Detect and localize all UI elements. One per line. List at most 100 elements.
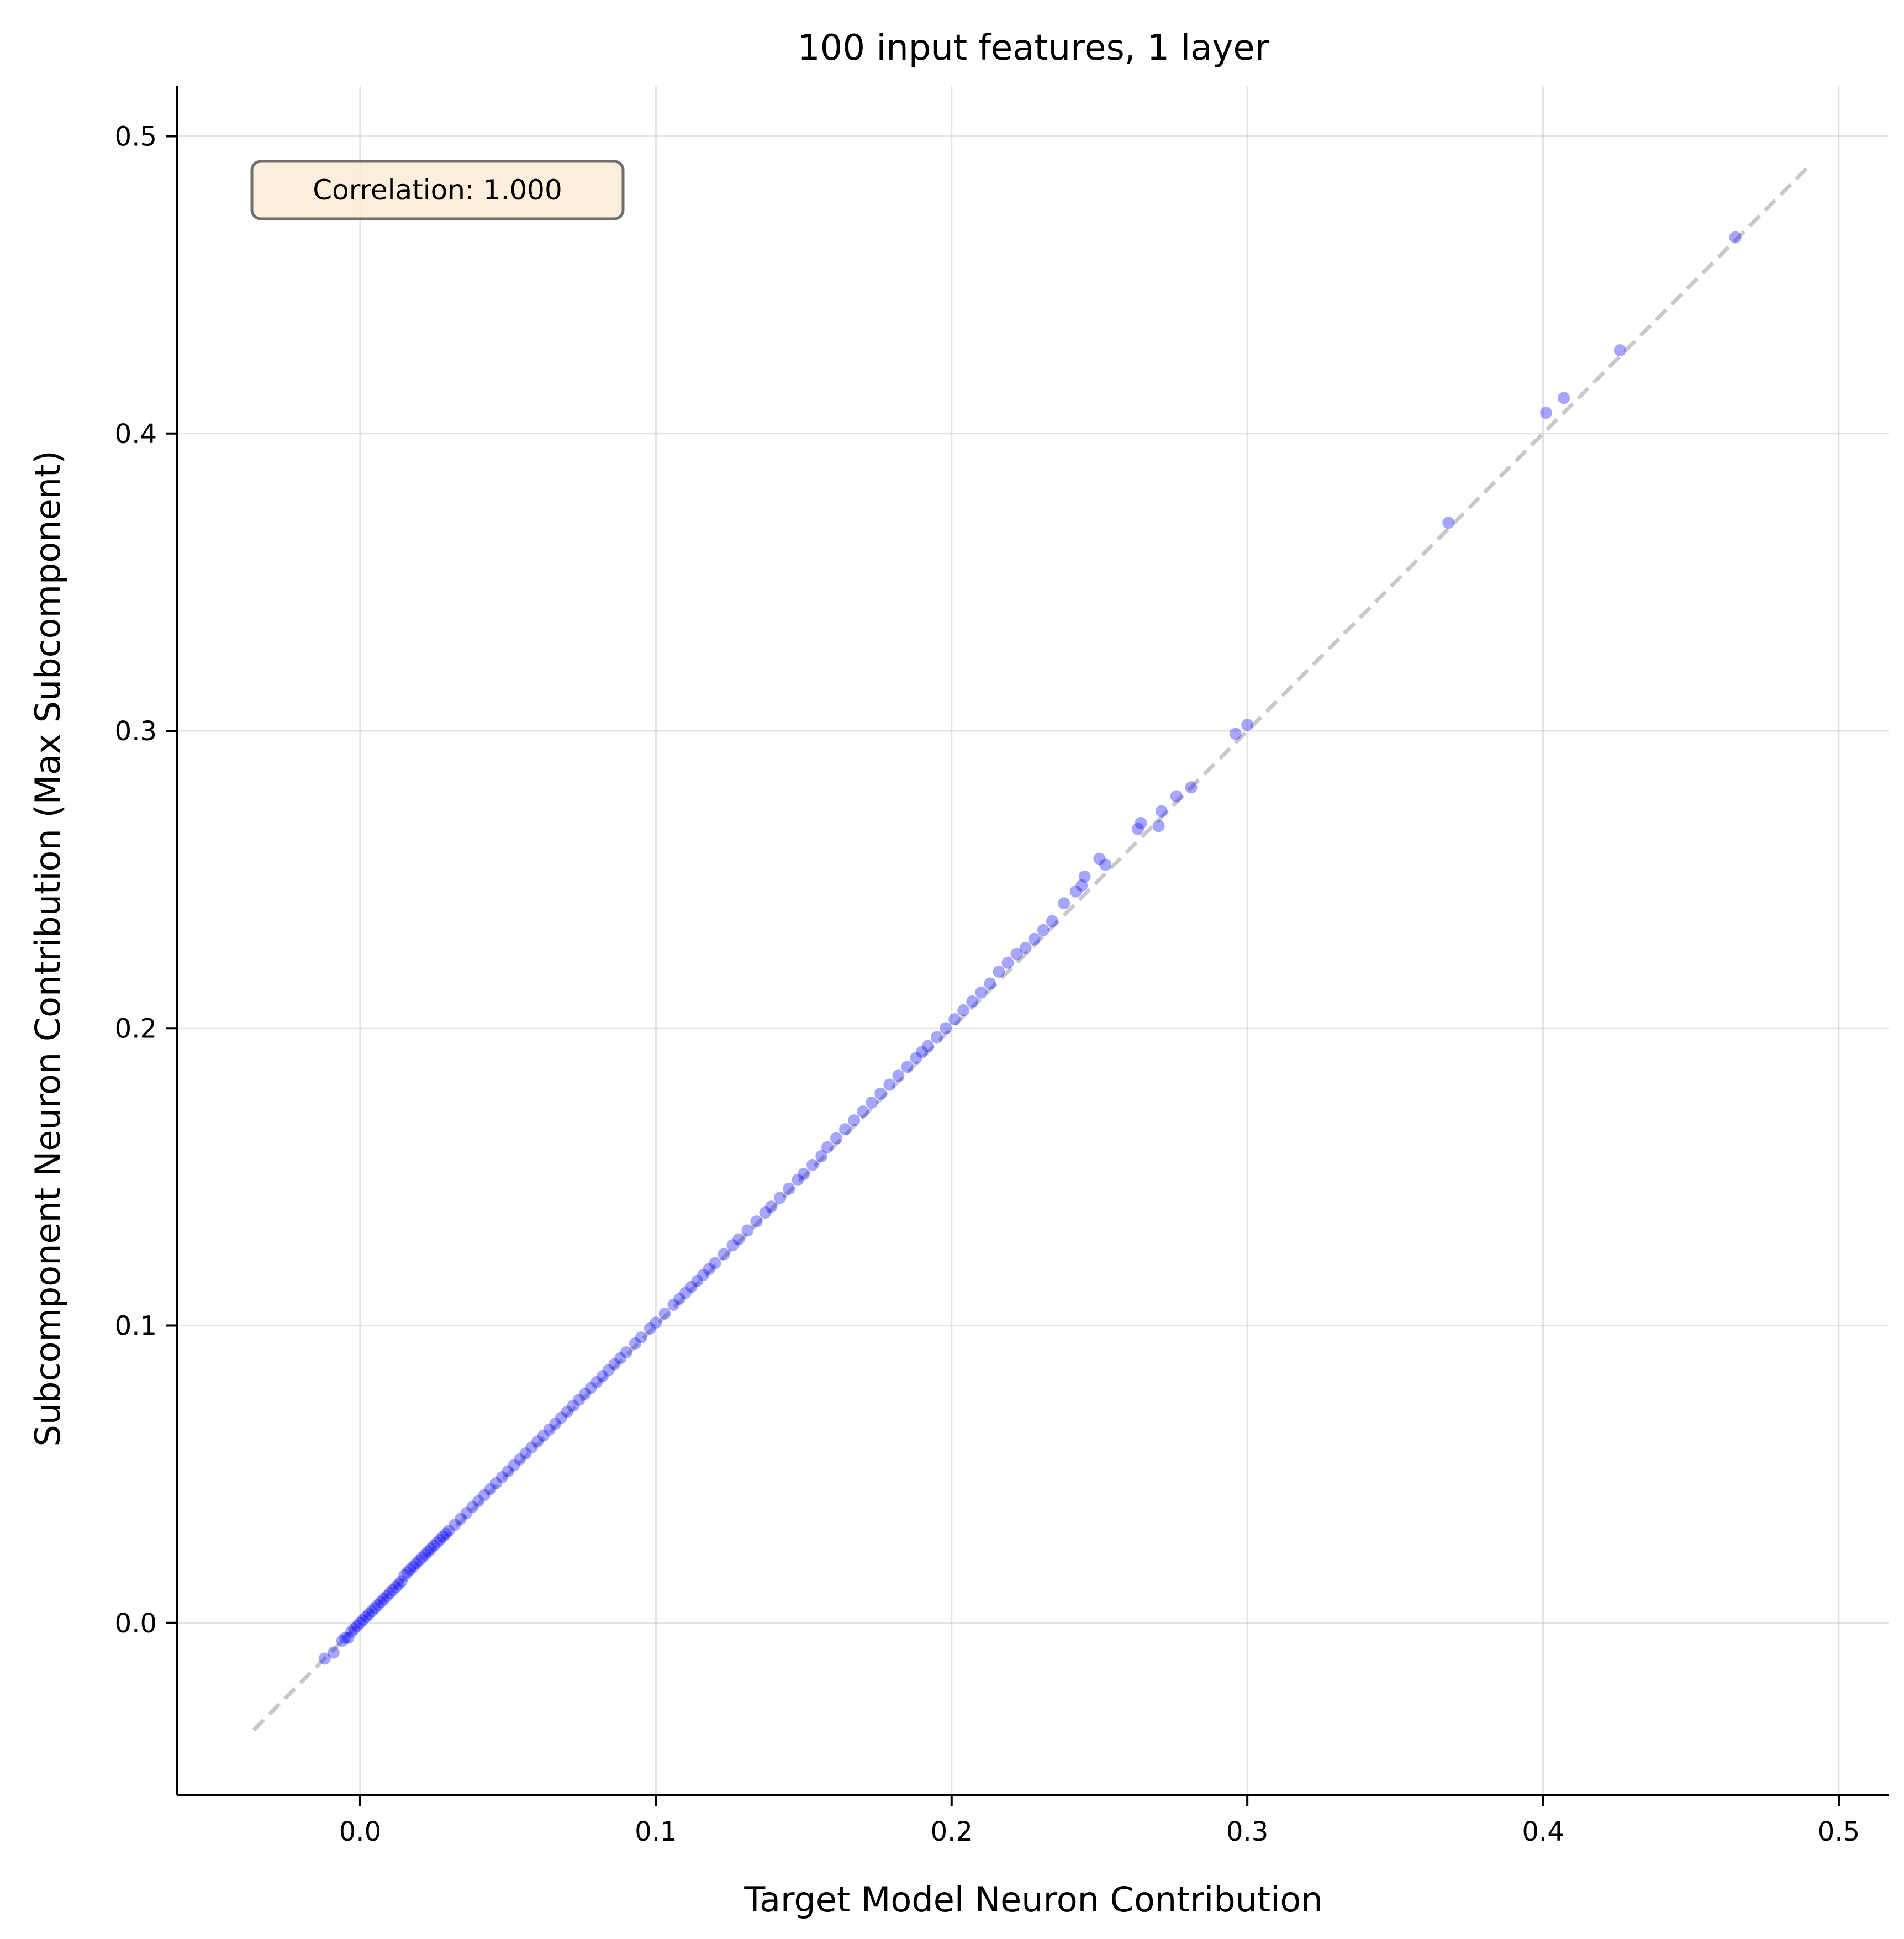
scatter-point-130 [1152, 820, 1165, 832]
scatter-point-91 [792, 1173, 804, 1186]
scatter-point-133 [1185, 781, 1198, 794]
scatter-point-20 [389, 1581, 402, 1594]
scatter-point-86 [750, 1215, 763, 1228]
scatter-point-35 [434, 1534, 446, 1546]
scatter-point-105 [910, 1052, 922, 1065]
scatter-point-96 [830, 1132, 842, 1145]
annotation-text: Correlation: 1.000 [313, 174, 562, 206]
scatter-point-65 [602, 1364, 615, 1377]
scatter-point-68 [620, 1346, 632, 1358]
scatter-point-14 [372, 1599, 384, 1611]
y-tick-label-2: 0.2 [115, 1013, 157, 1044]
scatter-point-108 [930, 1031, 943, 1044]
scatter-point-24 [401, 1566, 414, 1579]
scatter-point-140 [1729, 231, 1742, 244]
scatter-point-41 [460, 1506, 473, 1519]
scatter-point-71 [644, 1322, 656, 1335]
scatter-point-37 [440, 1527, 452, 1540]
scatter-point-119 [1028, 932, 1041, 945]
scatter-point-18 [383, 1587, 396, 1599]
scatter-point-97 [839, 1123, 852, 1136]
scatter-point-7 [351, 1620, 363, 1632]
y-tick-label-0: 0.0 [115, 1608, 157, 1639]
scatter-point-118 [1019, 941, 1032, 954]
scatter-point-100 [866, 1096, 878, 1109]
scatter-point-69 [629, 1337, 641, 1350]
scatter-point-90 [783, 1182, 795, 1195]
scatter-point-121 [1046, 915, 1058, 928]
scatter-point-101 [874, 1087, 887, 1100]
scatter-point-116 [1001, 956, 1014, 969]
scatter-point-29 [416, 1551, 429, 1564]
x-tick-label-0: 0.0 [339, 1816, 381, 1847]
scatter-point-60 [573, 1394, 586, 1406]
scatter-point-73 [658, 1308, 671, 1320]
scatter-point-47 [495, 1471, 508, 1484]
scatter-point-70 [635, 1331, 647, 1344]
scatter-point-4 [342, 1631, 355, 1644]
chart-title: 100 input features, 1 layer [798, 28, 1270, 69]
scatter-point-48 [502, 1465, 514, 1478]
scatter-point-46 [490, 1477, 503, 1489]
scatter-point-77 [685, 1281, 698, 1293]
reference-line-diagonal [252, 164, 1811, 1732]
scatter-point-0 [318, 1652, 331, 1665]
scatter-points [318, 231, 1742, 1665]
scatter-point-27 [410, 1557, 423, 1570]
scatter-point-11 [363, 1608, 376, 1620]
scatter-point-15 [375, 1596, 387, 1609]
y-tick-label-4: 0.4 [115, 419, 157, 450]
scatter-point-111 [957, 1004, 970, 1016]
y-tick-label-5: 0.5 [115, 122, 157, 152]
scatter-point-109 [940, 1022, 952, 1035]
scatter-point-117 [1010, 947, 1023, 960]
scatter-point-123 [1069, 885, 1082, 898]
scatter-point-84 [732, 1233, 745, 1246]
scatter-point-74 [667, 1298, 680, 1311]
scatter-point-89 [774, 1192, 787, 1204]
scatter-point-19 [386, 1584, 399, 1596]
scatter-point-33 [428, 1539, 440, 1552]
annotation-box [250, 160, 625, 220]
scatter-point-21 [392, 1578, 405, 1590]
scatter-point-23 [398, 1569, 411, 1582]
scatter-point-102 [883, 1078, 896, 1091]
y-tick-label-3: 0.3 [115, 716, 157, 747]
x-tick-label-5: 0.5 [1818, 1816, 1860, 1847]
scatter-point-115 [993, 966, 1005, 978]
scatter-point-132 [1170, 790, 1183, 803]
scatter-point-3 [339, 1631, 352, 1644]
scatter-point-36 [436, 1530, 449, 1543]
x-tick-label-4: 0.4 [1522, 1816, 1564, 1847]
scatter-point-17 [381, 1590, 393, 1603]
scatter-point-53 [531, 1435, 544, 1448]
scatter-point-16 [377, 1593, 390, 1605]
scatter-point-42 [466, 1500, 479, 1513]
correlation-annotation: Correlation: 1.000 [250, 160, 625, 220]
scatter-point-30 [419, 1548, 431, 1561]
scatter-point-40 [454, 1513, 467, 1525]
scatter-point-138 [1558, 392, 1570, 404]
scatter-point-8 [354, 1616, 366, 1629]
scatter-point-58 [561, 1405, 573, 1418]
x-axis-ticks: 0.0 0.1 0.2 0.3 0.4 0.5 [339, 1795, 1860, 1847]
scatter-point-113 [975, 986, 988, 999]
scatter-point-2 [336, 1635, 349, 1647]
scatter-point-31 [422, 1545, 435, 1558]
scatter-point-43 [472, 1495, 485, 1508]
scatter-point-38 [442, 1524, 455, 1537]
scatter-point-128 [1132, 823, 1144, 835]
reference-line [252, 164, 1811, 1732]
scatter-point-63 [590, 1376, 603, 1388]
scatter-point-51 [519, 1447, 532, 1459]
grid-lines [177, 86, 1889, 1795]
scatter-point-39 [449, 1519, 461, 1531]
scatter-point-67 [614, 1352, 627, 1364]
scatter-point-80 [703, 1263, 715, 1276]
scatter-point-55 [543, 1423, 556, 1436]
scatter-point-131 [1155, 805, 1168, 818]
scatter-point-1 [327, 1646, 340, 1659]
scatter-point-126 [1093, 852, 1106, 865]
x-tick-label-2: 0.2 [931, 1816, 973, 1847]
scatter-point-136 [1442, 517, 1455, 529]
